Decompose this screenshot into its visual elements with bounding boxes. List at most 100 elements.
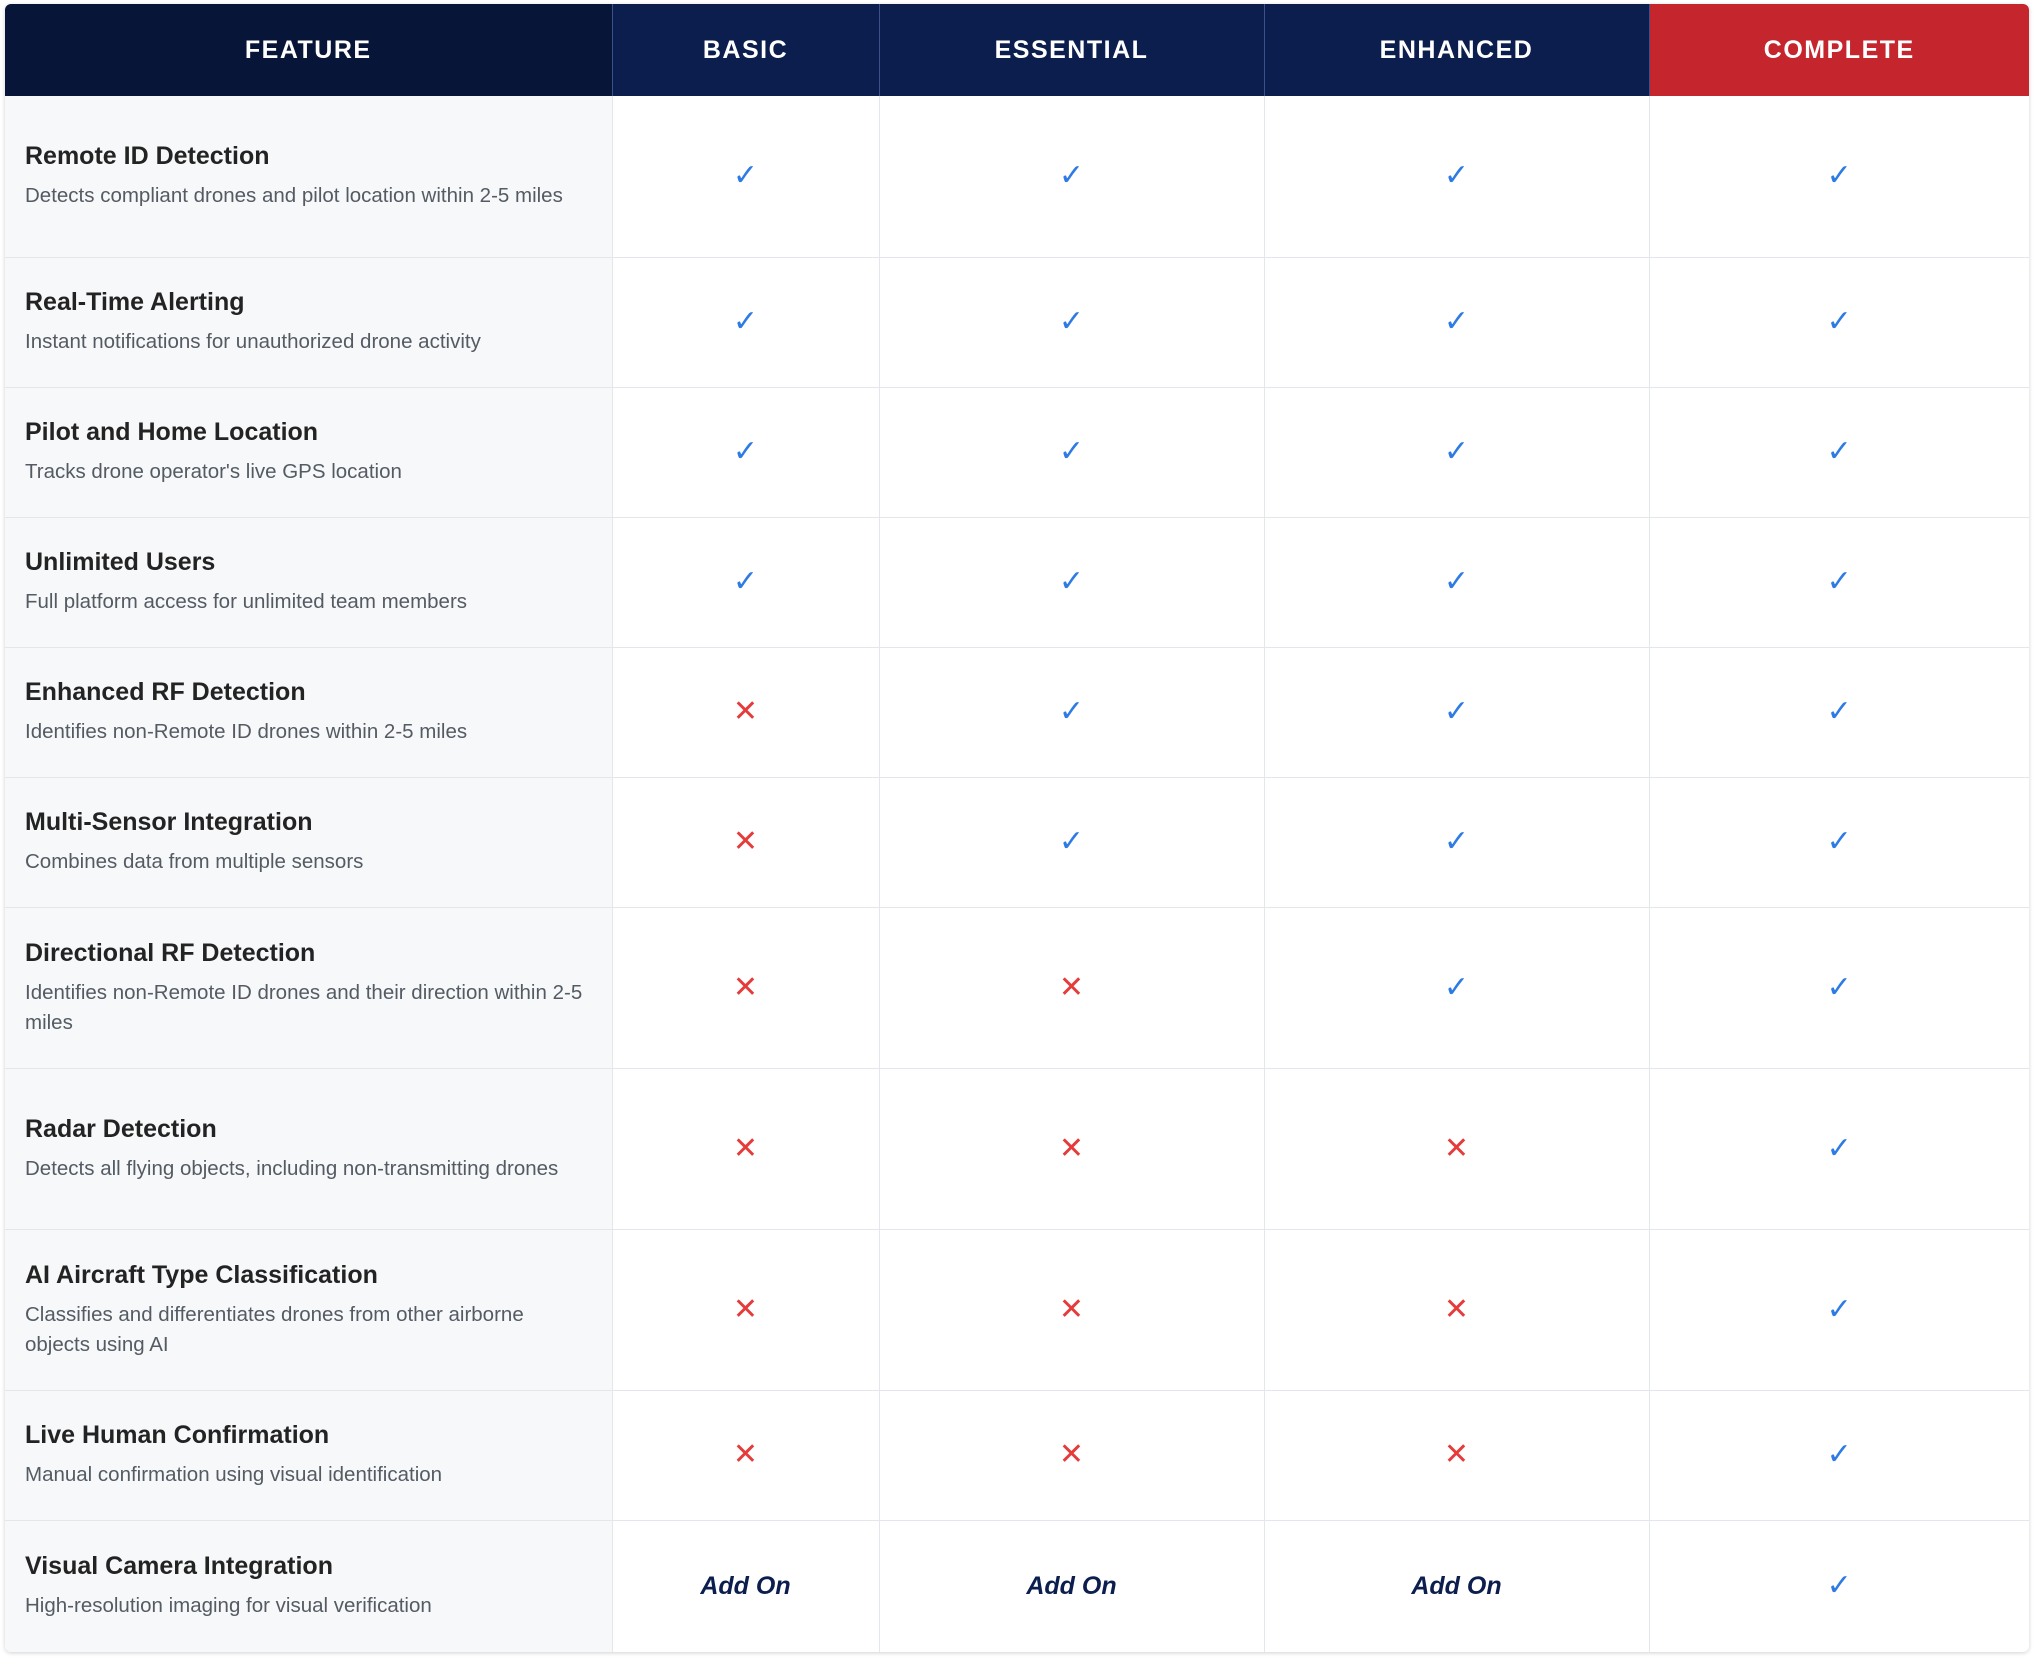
cross-icon: ✕ [1443, 1438, 1470, 1471]
feature-description: Tracks drone operator's live GPS locatio… [25, 460, 402, 483]
table-row: Pilot and Home Location Tracks drone oper… [5, 387, 2029, 518]
feature-description: Identifies non-Remote ID drones and thei… [25, 980, 583, 1034]
add-on-label: Add On [1411, 1571, 1502, 1600]
checkmark-icon: ✓ [1826, 1292, 1852, 1326]
cross-icon: ✕ [732, 1292, 759, 1326]
column-header-enhanced: ENHANCED [1264, 4, 1650, 96]
table-row: Remote ID Detection Detects compliant dro… [5, 96, 2029, 258]
plan-cell-basic: ✓ [612, 257, 880, 388]
feature-cell: Visual Camera Integration High-resolution… [5, 1520, 613, 1652]
plan-cell-complete: ✓ [1649, 1068, 2029, 1230]
plan-cell-enhanced: ✕ [1264, 1390, 1650, 1521]
table-row: Multi-Sensor Integration Combines data fr… [5, 777, 2029, 908]
feature-name: Multi-Sensor Integration [25, 808, 313, 836]
cross-icon: ✕ [732, 825, 759, 858]
plan-cell-complete: ✓ [1649, 647, 2029, 778]
table-header-row: FEATURE BASIC ESSENTIAL ENHANCED COMPLET… [5, 4, 2029, 96]
plan-cell-enhanced: ✓ [1264, 647, 1650, 778]
plan-cell-essential: ✓ [879, 257, 1265, 388]
plan-cell-complete: ✓ [1649, 907, 2029, 1069]
checkmark-icon: ✓ [1826, 435, 1852, 468]
plan-cell-essential: ✕ [879, 1229, 1265, 1391]
plan-cell-essential: ✕ [879, 1390, 1265, 1521]
plan-cell-complete: ✓ [1649, 96, 2029, 258]
table-row: Live Human Confirmation Manual confirmati… [5, 1390, 2029, 1521]
feature-description: Detects all flying objects, including no… [25, 1156, 559, 1180]
feature-name: Directional RF Detection [25, 938, 316, 967]
feature-name: Remote ID Detection [25, 142, 270, 171]
plan-cell-enhanced: ✓ [1264, 907, 1650, 1069]
checkmark-icon: ✓ [1826, 695, 1852, 728]
feature-name: AI Aircraft Type Classification [25, 1260, 378, 1289]
feature-cell: Directional RF Detection Identifies non-R… [5, 907, 613, 1069]
cross-icon: ✕ [1058, 1131, 1085, 1165]
feature-name: Real-Time Alerting [25, 288, 245, 316]
checkmark-icon: ✓ [1443, 305, 1470, 338]
feature-name: Radar Detection [25, 1114, 217, 1143]
table-row: Enhanced RF Detection Identifies non-Remo… [5, 647, 2029, 778]
plan-cell-basic: ✕ [612, 647, 880, 778]
plan-cell-basic: ✕ [612, 1390, 880, 1521]
cross-icon: ✕ [1443, 1131, 1470, 1165]
plan-cell-enhanced: ✓ [1264, 96, 1650, 258]
cross-icon: ✕ [1443, 1292, 1470, 1326]
checkmark-icon: ✓ [1826, 970, 1852, 1004]
plan-cell-complete: ✓ [1649, 1390, 2029, 1521]
checkmark-icon: ✓ [1826, 825, 1852, 858]
checkmark-icon: ✓ [732, 565, 759, 598]
feature-name: Unlimited Users [25, 548, 216, 576]
checkmark-icon: ✓ [1443, 825, 1470, 858]
table-row: Real-Time Alerting Instant notifications … [5, 257, 2029, 388]
feature-name: Pilot and Home Location [25, 418, 319, 446]
feature-cell: AI Aircraft Type Classification Classifie… [5, 1229, 613, 1391]
plan-cell-basic: ✕ [612, 1068, 880, 1230]
checkmark-icon: ✓ [1058, 565, 1085, 598]
column-header-complete: COMPLETE [1649, 4, 2029, 96]
add-on-label: Add On [1026, 1571, 1117, 1600]
plan-cell-essential: ✓ [879, 777, 1265, 908]
plan-cell-enhanced: ✕ [1264, 1229, 1650, 1391]
feature-description: Full platform access for unlimited team … [25, 590, 468, 613]
feature-description: Combines data from multiple sensors [25, 850, 364, 873]
cross-icon: ✕ [1058, 1292, 1085, 1326]
plan-cell-enhanced: ✓ [1264, 387, 1650, 518]
feature-name: Live Human Confirmation [25, 1421, 330, 1449]
plan-cell-essential: ✕ [879, 1068, 1265, 1230]
feature-cell: Pilot and Home Location Tracks drone oper… [5, 387, 613, 518]
plan-cell-essential: ✓ [879, 517, 1265, 648]
feature-comparison-table: FEATURE BASIC ESSENTIAL ENHANCED COMPLET… [5, 4, 2029, 1652]
checkmark-icon: ✓ [1826, 1438, 1852, 1471]
checkmark-icon: ✓ [1058, 435, 1085, 468]
feature-cell: Enhanced RF Detection Identifies non-Remo… [5, 647, 613, 778]
plan-cell-essential: ✓ [879, 387, 1265, 518]
feature-cell: Unlimited Users Full platform access for … [5, 517, 613, 648]
checkmark-icon: ✓ [1826, 565, 1852, 598]
plan-cell-essential: Add On [879, 1520, 1265, 1652]
column-header-basic: BASIC [612, 4, 880, 96]
feature-cell: Live Human Confirmation Manual confirmati… [5, 1390, 613, 1521]
column-header-essential: ESSENTIAL [879, 4, 1265, 96]
plan-cell-complete: ✓ [1649, 1520, 2029, 1652]
plan-cell-enhanced: Add On [1264, 1520, 1650, 1652]
checkmark-icon: ✓ [1443, 159, 1470, 193]
cross-icon: ✕ [1058, 1438, 1085, 1471]
plan-cell-complete: ✓ [1649, 777, 2029, 908]
checkmark-icon: ✓ [1826, 159, 1852, 193]
plan-cell-enhanced: ✓ [1264, 517, 1650, 648]
plan-cell-basic: ✓ [612, 96, 880, 258]
cross-icon: ✕ [732, 1131, 759, 1165]
checkmark-icon: ✓ [1826, 305, 1852, 338]
checkmark-icon: ✓ [732, 305, 759, 338]
table-row: Directional RF Detection Identifies non-R… [5, 907, 2029, 1069]
add-on-label: Add On [700, 1571, 791, 1600]
table-row: Radar Detection Detects all flying object… [5, 1068, 2029, 1230]
feature-description: High-resolution imaging for visual verif… [25, 1594, 432, 1618]
feature-cell: Multi-Sensor Integration Combines data fr… [5, 777, 613, 908]
feature-description: Detects compliant drones and pilot locat… [25, 184, 563, 208]
cross-icon: ✕ [732, 1438, 759, 1471]
feature-description: Classifies and differentiates drones fro… [25, 1302, 524, 1356]
plan-cell-basic: ✓ [612, 517, 880, 648]
feature-cell: Radar Detection Detects all flying object… [5, 1068, 613, 1230]
cross-icon: ✕ [1058, 970, 1085, 1004]
plan-cell-basic: ✕ [612, 777, 880, 908]
